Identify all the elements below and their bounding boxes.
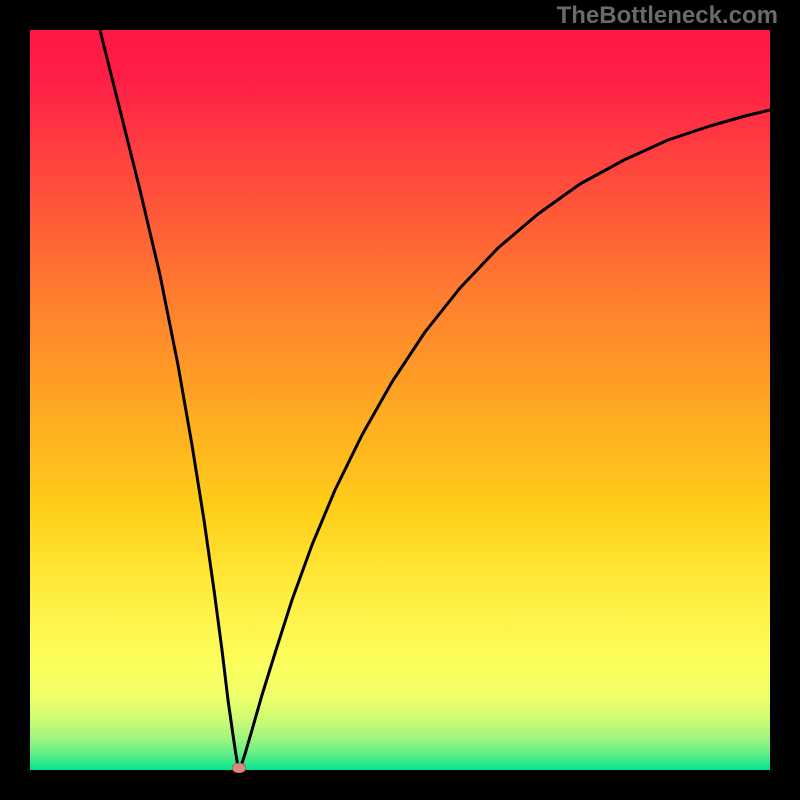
watermark-text: TheBottleneck.com	[557, 2, 778, 30]
chart-container: TheBottleneck.com	[0, 0, 800, 800]
plot-area	[30, 30, 770, 770]
optimal-point-marker	[232, 763, 246, 773]
bottleneck-curve	[30, 30, 770, 770]
